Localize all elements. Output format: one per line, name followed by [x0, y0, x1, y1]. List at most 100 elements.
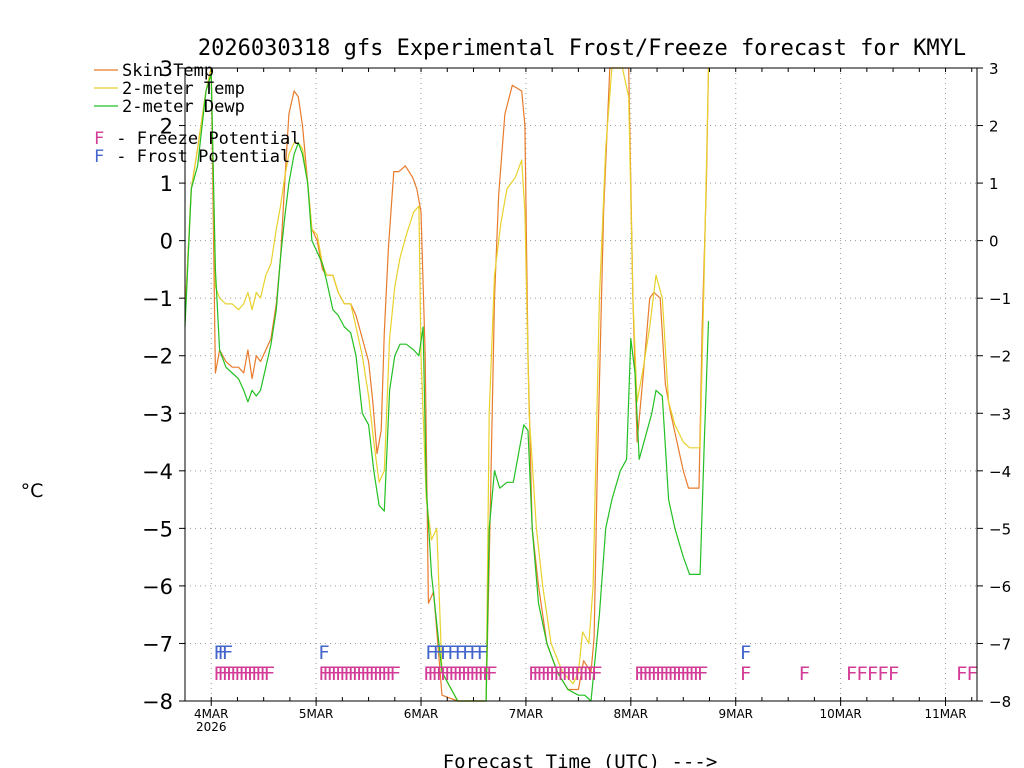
- plot-frame: [184, 67, 978, 702]
- frost-marker: F: [440, 642, 451, 664]
- axes: 3 3 2 2 1 1 0 0 −1 −1 −2 −2 −3 −3 −4 −4 −5 −5 −6 −6 −7 −7 −8 −8…: [142, 57, 1011, 734]
- freeze-marker: F: [536, 663, 547, 685]
- frost-marker: F: [433, 642, 444, 664]
- freeze-marker: F: [562, 663, 573, 685]
- freeze-marker: F: [427, 663, 438, 685]
- freeze-marker: F: [566, 663, 577, 685]
- freeze-marker: F: [213, 663, 224, 685]
- freeze-marker: F: [570, 663, 581, 685]
- freeze-marker: F: [322, 663, 333, 685]
- freeze-marker: F: [331, 663, 342, 685]
- freeze-marker: F: [390, 663, 401, 685]
- freeze-marker: F: [642, 663, 653, 685]
- y-tick-label-right: 3: [989, 60, 999, 78]
- frost-marker: F: [222, 642, 233, 664]
- freeze-marker: F: [532, 663, 543, 685]
- legend-frost-marker: F: [94, 147, 104, 167]
- freeze-marker: F: [528, 663, 539, 685]
- y-tick-label-right: 2: [989, 118, 999, 136]
- freeze-marker: F: [651, 663, 662, 685]
- freeze-marker: F: [364, 663, 375, 685]
- freeze-marker: F: [967, 663, 978, 685]
- x-tick-sublabel: 2026: [196, 720, 227, 734]
- y-tick-label-left: −3: [142, 402, 173, 426]
- y-tick-label-left: −7: [142, 632, 173, 656]
- x-tick-label: 4MAR: [194, 707, 229, 721]
- freeze-marker: F: [663, 663, 674, 685]
- legend-freeze-marker: F: [94, 129, 104, 149]
- freeze-marker: F: [461, 663, 472, 685]
- freeze-marker: F: [578, 663, 589, 685]
- freeze-marker: F: [549, 663, 560, 685]
- frost-marker: F: [740, 642, 751, 664]
- freeze-marker: F: [444, 663, 455, 685]
- freeze-marker: F: [888, 663, 899, 685]
- freeze-marker: F: [259, 663, 270, 685]
- freeze-marker: F: [251, 663, 262, 685]
- freeze-marker: F: [740, 663, 751, 685]
- freeze-marker: F: [587, 663, 598, 685]
- freeze-marker: F: [255, 663, 266, 685]
- y-tick-label-right: −5: [989, 520, 1011, 538]
- freeze-marker: F: [222, 663, 233, 685]
- x-tick-label: 10MAR: [820, 707, 862, 721]
- frost-marker: F: [213, 642, 224, 664]
- freeze-marker: F: [846, 663, 857, 685]
- freeze-marker: F: [478, 663, 489, 685]
- freeze-marker: F: [867, 663, 878, 685]
- freeze-marker: F: [574, 663, 585, 685]
- legend: Skin Temp 2-meter Temp 2-meter Dewp F - …: [94, 61, 300, 167]
- freeze-marker: F: [264, 663, 275, 685]
- x-tick-label: 6MAR: [404, 707, 439, 721]
- x-tick-label: 5MAR: [299, 707, 334, 721]
- freeze-marker: F: [247, 663, 258, 685]
- freeze-marker: F: [799, 663, 810, 685]
- series-line-2-meter-dewp: [184, 73, 710, 702]
- freeze-marker: F: [668, 663, 679, 685]
- y-tick-label-left: −8: [142, 690, 173, 714]
- freeze-marker: F: [684, 663, 695, 685]
- y-tick-label-left: −5: [142, 517, 173, 541]
- freeze-marker: F: [465, 663, 476, 685]
- freeze-marker: F: [591, 663, 602, 685]
- x-tick-label: 9MAR: [718, 707, 753, 721]
- freeze-marker: F: [318, 663, 329, 685]
- chart-title: 2026030318 gfs Experimental Frost/Freeze…: [198, 36, 966, 61]
- freeze-marker: F: [676, 663, 687, 685]
- freeze-marker: F: [486, 663, 497, 685]
- y-tick-label-left: −4: [142, 460, 173, 484]
- y-tick-label-left: 0: [160, 230, 173, 254]
- legend-freeze-label: - Freeze Potential: [106, 129, 300, 149]
- y-tick-label-right: −3: [989, 405, 1011, 423]
- series-group: [184, 67, 710, 702]
- freeze-marker: F: [436, 663, 447, 685]
- freeze-marker: F: [377, 663, 388, 685]
- freeze-marker: F: [243, 663, 254, 685]
- y-tick-label-right: −4: [989, 463, 1011, 481]
- freeze-marker: F: [327, 663, 338, 685]
- freeze-marker: F: [473, 663, 484, 685]
- frost-marker: F: [455, 642, 466, 664]
- legend-frost-label: - Frost Potential: [106, 147, 290, 167]
- frost-marker: F: [318, 642, 329, 664]
- y-tick-label-left: 3: [160, 57, 173, 81]
- freeze-marker: F: [423, 663, 434, 685]
- y-tick-label-left: −6: [142, 575, 173, 599]
- freeze-marker: F: [634, 663, 645, 685]
- freeze-marker: F: [234, 663, 245, 685]
- series-line-2-meter-temp: [184, 67, 710, 702]
- y-tick-label-left: 1: [160, 172, 173, 196]
- freeze-marker: F: [659, 663, 670, 685]
- y-tick-label-right: −8: [989, 693, 1011, 711]
- freeze-marker: F: [469, 663, 480, 685]
- freeze-marker: F: [339, 663, 350, 685]
- y-tick-label-left: −2: [142, 345, 173, 369]
- freeze-marker: F: [856, 663, 867, 685]
- x-tick-label: 11MAR: [924, 707, 966, 721]
- freeze-marker: F: [697, 663, 708, 685]
- freeze-marker: F: [956, 663, 967, 685]
- freeze-marker: F: [432, 663, 443, 685]
- freeze-marker: F: [218, 663, 229, 685]
- legend-label-skin: Skin Temp: [122, 61, 214, 81]
